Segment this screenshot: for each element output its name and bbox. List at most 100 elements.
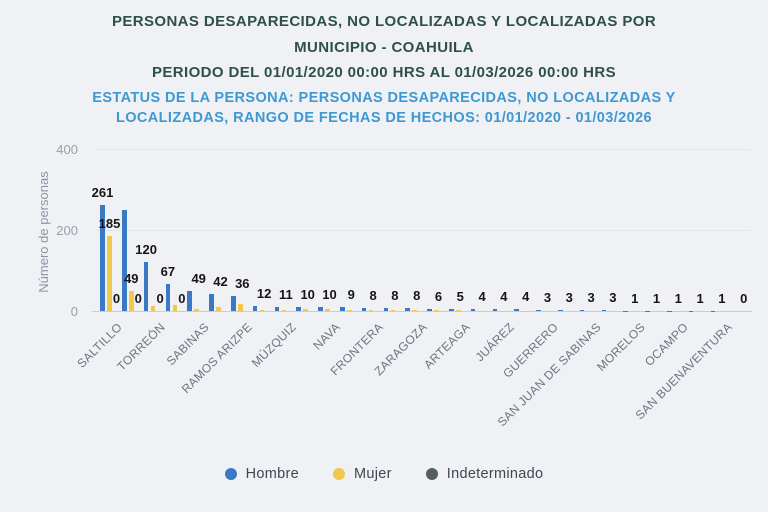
bar-hombre-JUÁREZ[interactable] xyxy=(492,309,498,311)
bar-value-label: 261 xyxy=(91,185,114,201)
chart-title-line-1: PERSONAS DESAPARECIDAS, NO LOCALIZADAS Y… xyxy=(111,13,657,30)
chart-subtitle-status-line-2: LOCALIZADAS, RANGO DE FECHAS DE HECHOS: … xyxy=(115,110,653,126)
legend-dot-mujer-icon xyxy=(333,468,345,480)
bar-hombre-RAMOS ARIZPE[interactable] xyxy=(231,296,236,311)
bar-value-label: 185 xyxy=(98,216,121,232)
chart-title-line-2: MUNICIPIO - COAHUILA xyxy=(294,39,474,56)
bar-mujer-MÚZQUIZ[interactable] xyxy=(281,310,287,311)
bar-hombre-GUERRERO[interactable] xyxy=(536,309,541,311)
bar-hombre-SAN JUAN DE SABINAS[interactable] xyxy=(579,309,585,311)
bar-mujer-SABINAS[interactable] xyxy=(194,308,199,311)
bar-hombre-group14[interactable] xyxy=(383,307,389,311)
bar-value-label: 1 xyxy=(674,290,682,306)
bar-value-label: 3 xyxy=(565,289,573,305)
chart-subtitle-period: PERIODO DEL 01/01/2020 00:00 HRS AL 01/0… xyxy=(151,64,617,81)
bar-hombre-group4[interactable] xyxy=(165,283,171,311)
bar-hombre-SALTILLO[interactable] xyxy=(100,205,105,311)
bar-value-label: 11 xyxy=(279,286,293,302)
bar-mujer-group16[interactable] xyxy=(434,310,439,311)
bar-mujer-group14[interactable] xyxy=(390,309,396,311)
bar-value-label: 0 xyxy=(134,291,142,306)
chart-legend: Hombre Mujer Indeterminado xyxy=(0,466,768,482)
bar-mujer-group2[interactable] xyxy=(129,291,134,311)
bar-value-label: 1 xyxy=(652,290,661,306)
bar-value-label: 36 xyxy=(235,276,250,292)
bar-value-label: 67 xyxy=(160,263,176,279)
bar-value-label: 10 xyxy=(322,286,337,302)
legend-item-hombre[interactable]: Hombre xyxy=(224,466,299,482)
bar-value-label: 12 xyxy=(256,286,272,302)
bar-value-label: 1 xyxy=(631,290,639,306)
bar-value-label: 3 xyxy=(587,289,595,305)
bar-hombre-group2[interactable] xyxy=(122,209,127,311)
bar-value-label: 8 xyxy=(391,287,399,303)
bar-hombre-ARTEAGA[interactable] xyxy=(449,308,454,311)
bar-hombre-group22[interactable] xyxy=(558,309,563,311)
bar-value-label: 5 xyxy=(456,288,464,304)
bar-value-label: 4 xyxy=(522,289,530,305)
bar-value-label: 9 xyxy=(347,287,355,303)
bar-hombre-group10[interactable] xyxy=(296,306,301,311)
bar-value-label: 1 xyxy=(718,290,726,306)
bar-mujer-SALTILLO[interactable] xyxy=(107,236,112,311)
chart-subtitle-status-line-1: ESTATUS DE LA PERSONA: PERSONAS DESAPARE… xyxy=(92,90,676,106)
bar-value-label: 0 xyxy=(178,291,186,306)
bar-value-label: 8 xyxy=(413,287,421,303)
bar-hombre-MÚZQUIZ[interactable] xyxy=(274,306,280,311)
x-axis-line xyxy=(92,311,752,312)
bar-value-label: 6 xyxy=(434,288,443,304)
x-axis-label-arteaga: ARTEAGA xyxy=(421,320,474,372)
legend-dot-hombre-icon xyxy=(224,468,237,480)
bar-value-label: 42 xyxy=(213,274,228,289)
bar-hombre-group12[interactable] xyxy=(340,307,345,311)
bar-value-label: 0 xyxy=(740,291,748,306)
bar-hombre-FRONTERA[interactable] xyxy=(361,307,367,311)
bar-mujer-group12[interactable] xyxy=(347,310,352,311)
y-axis-title: Número de personas xyxy=(36,171,51,293)
bar-value-label: 0 xyxy=(112,291,121,306)
bar-mujer-FRONTERA[interactable] xyxy=(368,310,374,311)
bar-value-label: 49 xyxy=(191,271,206,287)
bar-mujer-NAVA[interactable] xyxy=(325,308,330,311)
bar-hombre-group6[interactable] xyxy=(209,294,214,311)
bar-mujer-group6[interactable] xyxy=(216,306,221,311)
bar-hombre-TORREÓN[interactable] xyxy=(143,262,149,311)
bar-mujer-TORREÓN[interactable] xyxy=(150,306,156,311)
bar-mujer-group10[interactable] xyxy=(303,309,308,311)
legend-label-mujer: Mujer xyxy=(354,466,392,482)
gridline-400 xyxy=(95,149,750,150)
bar-hombre-group18[interactable] xyxy=(470,309,476,311)
bar-hombre-group20[interactable] xyxy=(514,309,519,311)
bar-mujer-ZARAGOZA[interactable] xyxy=(412,310,417,311)
bar-hombre-SABINAS[interactable] xyxy=(187,291,192,311)
y-axis-tick-0: 0 xyxy=(70,304,78,319)
legend-dot-indeterminado-icon xyxy=(425,468,438,480)
x-axis-label-nava: NAVA xyxy=(309,320,343,353)
x-axis-label-múzquiz: MÚZQUIZ xyxy=(248,320,299,371)
legend-label-indeterminado: Indeterminado xyxy=(446,466,544,482)
bar-mujer-ARTEAGA[interactable] xyxy=(456,310,461,311)
plot-area: 261 185 0 SALTILLO 49 0 120 0 TORREÓN 67 0 49 SABINA… xyxy=(74,149,752,429)
bar-value-label: 8 xyxy=(369,287,377,303)
gridline-200 xyxy=(95,230,750,231)
bar-hombre-group24[interactable] xyxy=(601,309,607,311)
bar-mujer-RAMOS ARIZPE[interactable] xyxy=(238,303,243,311)
bar-hombre-group8[interactable] xyxy=(252,306,258,311)
bar-hombre-group16[interactable] xyxy=(427,308,432,311)
bar-mujer-group8[interactable] xyxy=(259,309,265,311)
bar-value-label: 4 xyxy=(500,289,508,305)
legend-label-hombre: Hombre xyxy=(245,466,299,482)
y-axis-tick-200: 200 xyxy=(56,223,78,238)
x-axis-label-juárez: JUÁREZ xyxy=(472,320,517,365)
y-axis-tick-400: 400 xyxy=(56,142,78,157)
bar-value-label: 10 xyxy=(300,286,315,302)
bar-hombre-ZARAGOZA[interactable] xyxy=(405,307,410,311)
legend-item-indeterminado[interactable]: Indeterminado xyxy=(425,466,544,482)
bar-hombre-NAVA[interactable] xyxy=(318,306,323,311)
legend-item-mujer[interactable]: Mujer xyxy=(333,466,392,482)
bar-mujer-group4[interactable] xyxy=(172,304,178,311)
bar-value-label: 49 xyxy=(124,271,139,287)
bar-value-label: 1 xyxy=(696,290,704,306)
bar-value-label: 3 xyxy=(543,289,552,305)
